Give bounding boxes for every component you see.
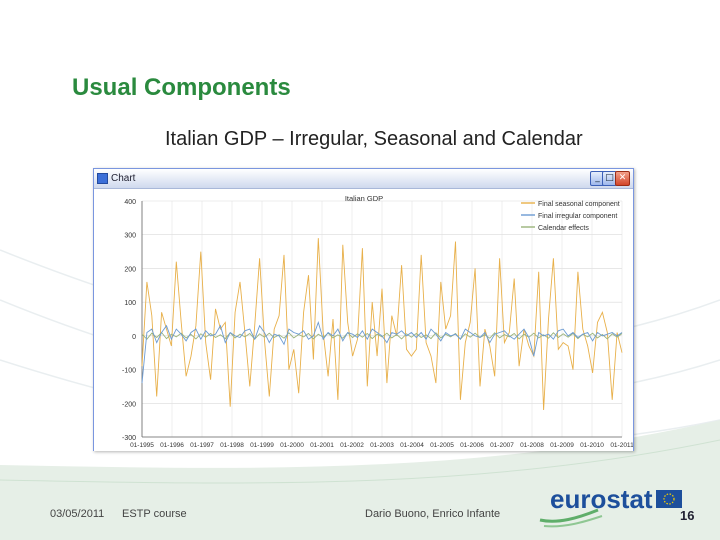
x-tick-label: 01-2005 [430, 442, 454, 449]
x-tick-label: 01-2010 [580, 442, 604, 449]
series-line-0 [141, 238, 623, 411]
x-tick-label: 01-2002 [340, 442, 364, 449]
chart-window: Chart _ □ ✕ 400 300 200 100 0 -100 -200 -300 01-… [93, 168, 634, 451]
chart-title: Italian GDP [345, 194, 383, 203]
x-tick-label: 01-2011 [610, 442, 633, 449]
x-tick-label: 01-2000 [280, 442, 304, 449]
series-line-2 [141, 331, 623, 340]
eurostat-logo: eurostat [539, 484, 682, 528]
x-tick-label: 01-1997 [190, 442, 214, 449]
x-tick-label: 01-1996 [160, 442, 184, 449]
x-tick-label: 01-2003 [370, 442, 394, 449]
y-tick-label: 0 [132, 334, 136, 341]
page-number: 16 [680, 508, 695, 523]
x-tick-label: 01-2009 [550, 442, 574, 449]
slide-title: Usual Components [72, 74, 291, 101]
y-tick-label: -200 [122, 401, 136, 408]
chart-app-icon [97, 173, 108, 184]
window-titlebar[interactable]: Chart _ □ ✕ [94, 169, 633, 189]
legend-entry: Calendar effects [538, 225, 589, 232]
footer-course: ESTP course [122, 508, 187, 520]
slide-subtitle: Italian GDP – Irregular, Seasonal and Ca… [165, 128, 583, 150]
legend-entry: Final seasonal component [538, 201, 620, 208]
y-tick-label: -300 [122, 435, 136, 442]
close-button[interactable]: ✕ [615, 171, 630, 186]
series-line-1 [141, 320, 623, 384]
y-tick-label: 300 [124, 233, 136, 240]
x-tick-label: 01-1999 [250, 442, 274, 449]
footer-date: 03/05/2011 [50, 508, 105, 520]
y-tick-label: -100 [122, 368, 136, 375]
x-tick-label: 01-1998 [220, 442, 244, 449]
x-tick-label: 01-2007 [490, 442, 514, 449]
x-tick-label: 01-2008 [520, 442, 544, 449]
maximize-button[interactable]: □ [602, 171, 617, 186]
eu-flag-icon [656, 490, 682, 508]
y-tick-label: 100 [124, 300, 136, 307]
window-title: Chart [111, 173, 136, 184]
x-tick-label: 01-2004 [400, 442, 424, 449]
footer-authors: Dario Buono, Enrico Infante [365, 508, 501, 520]
x-tick-label: 01-2006 [460, 442, 484, 449]
y-tick-label: 400 [124, 199, 136, 206]
x-tick-label: 01-1995 [130, 442, 154, 449]
logo-text: eurostat [550, 484, 653, 514]
y-tick-label: 200 [124, 266, 136, 273]
plot-area: 400 300 200 100 0 -100 -200 -300 01-1995 01-1996 0… [94, 189, 634, 451]
legend-entry: Final irregular component [538, 213, 617, 220]
x-tick-label: 01-2001 [310, 442, 334, 449]
